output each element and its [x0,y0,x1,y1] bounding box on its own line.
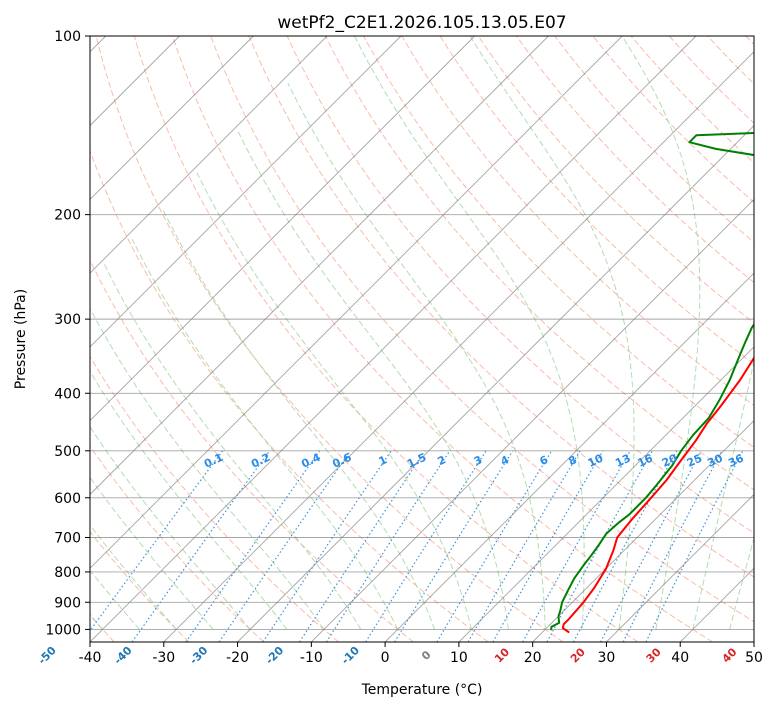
isotherm-line [90,36,402,348]
mixing-ratio-label: 25 [685,452,704,470]
mixing-ratio-line [365,450,487,642]
mixing-ratio-label: 36 [726,451,746,469]
moist-adiabat-line [469,36,635,630]
isotherm-line [90,36,549,496]
mixing-ratio-line [645,450,744,642]
y-tick-label: 900 [54,595,81,611]
mixing-ratio-line [572,450,678,642]
plot-frame [89,35,755,643]
mixing-ratio-label: 10 [586,451,606,469]
isotherm-line [163,51,754,642]
moist-adiabat-line [287,82,546,630]
x-tick-label: 10 [450,650,468,666]
moist-adiabat-line [692,358,754,630]
dry-adiabat-line [90,355,339,642]
mixing-ratio-label: 16 [636,451,656,469]
y-tick-label: 1000 [45,622,81,638]
dry-adiabat-line [516,36,754,284]
isotherm-line [384,272,754,642]
mixing-ratio-label: 13 [613,452,632,470]
isotherm-line [458,346,754,642]
mixing-ratio-label: 20 [660,451,680,469]
chart-title: wetPf2_C2E1.2026.105.13.05.E07 [277,13,566,33]
isotherm-line [532,420,754,642]
y-tick-label: 200 [54,208,81,224]
dewpoint-trace [550,132,754,631]
y-tick-label: 500 [54,444,81,460]
y-tick-label: 100 [54,29,81,45]
dry-adiabat-line [401,36,754,407]
x-tick-label: -10 [300,650,323,666]
isotherm-line [90,36,475,422]
mixing-ratio-line [600,450,703,642]
dry-adiabat-line [210,36,754,623]
mixing-ratio-line [218,450,351,642]
mixing-ratio-line [436,450,553,642]
isotherm-line [311,198,754,642]
isotherm-line [606,493,754,642]
moist-adiabat-line [131,238,399,630]
isotherm-line [90,36,328,274]
x-axis-ticks: -40 -30 -20 -10 0 10 20 30 40 50 [79,642,763,666]
dry-adiabat-line [95,36,564,642]
moist-adiabat-line [90,425,251,630]
plot-area [90,36,754,642]
mixing-ratio-line [522,450,631,642]
mixing-ratio-line [262,450,392,642]
dry-adiabat-line [248,36,754,578]
dry-adiabat-line [439,36,754,365]
x-tick-label: 30 [598,650,616,666]
moist-adiabat-line [90,476,214,630]
mixing-ratio-line [90,450,224,632]
x-tick-label: 20 [524,650,542,666]
isotherm-line [90,36,697,642]
x-tick-label: 0 [381,650,390,666]
moist-adiabat-line [196,172,472,630]
temperature-trace [561,356,754,633]
isotherm-line [90,36,623,569]
mixing-ratio-line [131,450,271,642]
moist-adiabat-line [161,207,436,630]
mixing-ratio-label: 30 [705,451,725,469]
moist-adiabat-line [354,36,585,630]
dry-adiabat-line [363,36,754,448]
x-axis-label: Temperature (°C) [361,682,483,698]
moist-adiabat-line [90,524,177,630]
moist-adiabat-line [90,307,325,630]
mixing-ratio-line [546,450,654,642]
dry-adiabat-line [90,445,265,642]
moist-adiabat-line [621,36,701,630]
dry-adiabat-line [172,36,713,642]
moist-adiabat-line [102,261,362,630]
x-tick-label: 50 [745,650,763,666]
y-tick-label: 700 [54,531,81,547]
dry-adiabat-line [90,530,190,642]
mixing-ratio-line [299,450,426,642]
isotherm-line [90,36,254,200]
x-tick-label: 40 [671,650,689,666]
mixing-ratio-line [185,450,321,642]
mixing-ratio-line [325,450,451,642]
y-axis-label: Pressure (hPa) [13,289,29,389]
y-axis-ticks: 100 200 300 400 500 600 700 800 900 1000 [45,29,90,638]
y-tick-label: 800 [54,565,81,581]
y-tick-label: 600 [54,491,81,507]
isotherm-line [237,124,754,642]
sounding-traces [550,132,754,633]
y-tick-label: 300 [54,312,81,328]
dry-adiabat-line [90,149,489,642]
x-tick-label: -40 [79,650,102,666]
x-tick-label: -20 [226,650,249,666]
x-tick-label: -30 [152,650,175,666]
dry-adiabat-line [133,36,639,642]
background-lines [90,36,754,642]
y-tick-label: 400 [54,386,81,402]
moist-adiabat-line [90,370,288,630]
